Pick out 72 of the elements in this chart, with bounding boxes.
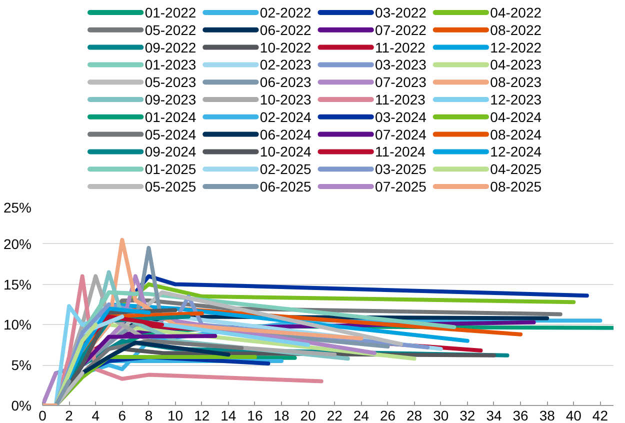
y-tick-label: 5% — [11, 357, 32, 374]
legend-label: 03-2023 — [375, 56, 427, 73]
legend-label: 06-2025 — [260, 178, 312, 194]
legend-label: 11-2024 — [375, 144, 426, 160]
x-tick-label: 6 — [118, 408, 126, 423]
legend-label: 02-2022 — [260, 4, 312, 20]
legend-label: 01-2022 — [144, 4, 196, 20]
legend-label: 12-2022 — [490, 39, 542, 56]
x-tick-label: 22 — [326, 408, 343, 423]
legend-label: 12-2024 — [490, 144, 542, 160]
legend-label: 03-2022 — [375, 4, 427, 20]
legend-label: 03-2025 — [375, 161, 427, 178]
x-tick-label: 28 — [406, 408, 422, 423]
x-tick-label: 0 — [38, 408, 47, 423]
legend-label: 10-2022 — [260, 39, 312, 56]
legend-label: 08-2022 — [490, 22, 542, 38]
legend-label: 05-2025 — [144, 178, 196, 194]
x-tick-label: 38 — [539, 408, 556, 423]
x-tick-label: 36 — [512, 408, 529, 423]
x-tick-label: 32 — [460, 408, 476, 423]
x-tick-label: 40 — [566, 408, 582, 423]
legend-label: 08-2025 — [490, 178, 542, 194]
legend-label: 02-2024 — [260, 108, 312, 125]
legend-label: 07-2022 — [375, 22, 427, 38]
legend-label: 04-2022 — [490, 4, 542, 20]
legend-label: 05-2023 — [144, 74, 196, 90]
legend-label: 07-2025 — [375, 178, 427, 194]
x-tick-label: 34 — [486, 408, 502, 423]
x-tick-label: 8 — [144, 408, 153, 423]
x-tick-label: 20 — [300, 408, 316, 423]
x-tick-label: 12 — [194, 408, 210, 423]
x-tick-label: 26 — [380, 408, 396, 423]
y-tick-label: 25% — [3, 200, 32, 216]
y-tick-label: 15% — [3, 276, 32, 292]
legend-label: 06-2022 — [260, 22, 312, 38]
legend-label: 09-2023 — [144, 92, 196, 108]
x-tick-label: 10 — [168, 408, 184, 423]
legend-label: 04-2025 — [490, 161, 542, 178]
legend-label: 08-2023 — [490, 74, 542, 90]
x-tick-label: 42 — [592, 408, 608, 423]
legend-label: 06-2023 — [260, 74, 312, 90]
legend-label: 07-2023 — [375, 74, 427, 90]
x-tick-label: 4 — [92, 408, 100, 423]
legend-label: 01-2025 — [144, 161, 196, 178]
y-tick-label: 0% — [11, 398, 32, 414]
x-tick-label: 2 — [65, 408, 74, 423]
legend-label: 08-2024 — [490, 126, 542, 142]
x-tick-label: 24 — [353, 408, 370, 423]
legend-label: 02-2023 — [260, 56, 312, 73]
y-tick-label: 20% — [3, 236, 32, 252]
legend-label: 11-2023 — [375, 92, 426, 108]
legend-label: 05-2022 — [144, 22, 196, 38]
legend-label: 04-2023 — [490, 56, 542, 73]
x-tick-label: 30 — [433, 408, 449, 423]
legend-label: 10-2023 — [260, 92, 312, 108]
x-tick-label: 18 — [274, 408, 290, 423]
x-tick-label: 14 — [220, 408, 236, 423]
legend-label: 06-2024 — [260, 126, 312, 142]
legend-label: 04-2024 — [490, 108, 542, 125]
legend-label: 05-2024 — [144, 126, 196, 142]
legend-label: 01-2023 — [144, 56, 196, 73]
legend-label: 09-2024 — [144, 144, 196, 160]
legend-label: 11-2022 — [375, 39, 426, 56]
legend-label: 12-2023 — [490, 92, 542, 108]
legend-label: 02-2025 — [260, 161, 312, 178]
x-tick-label: 16 — [247, 408, 263, 423]
legend-label: 09-2022 — [144, 39, 196, 56]
legend-label: 01-2024 — [144, 108, 196, 125]
legend-label: 07-2024 — [375, 126, 427, 142]
legend-label: 03-2024 — [375, 108, 427, 125]
legend-label: 10-2024 — [260, 144, 312, 160]
y-tick-label: 10% — [3, 316, 32, 333]
